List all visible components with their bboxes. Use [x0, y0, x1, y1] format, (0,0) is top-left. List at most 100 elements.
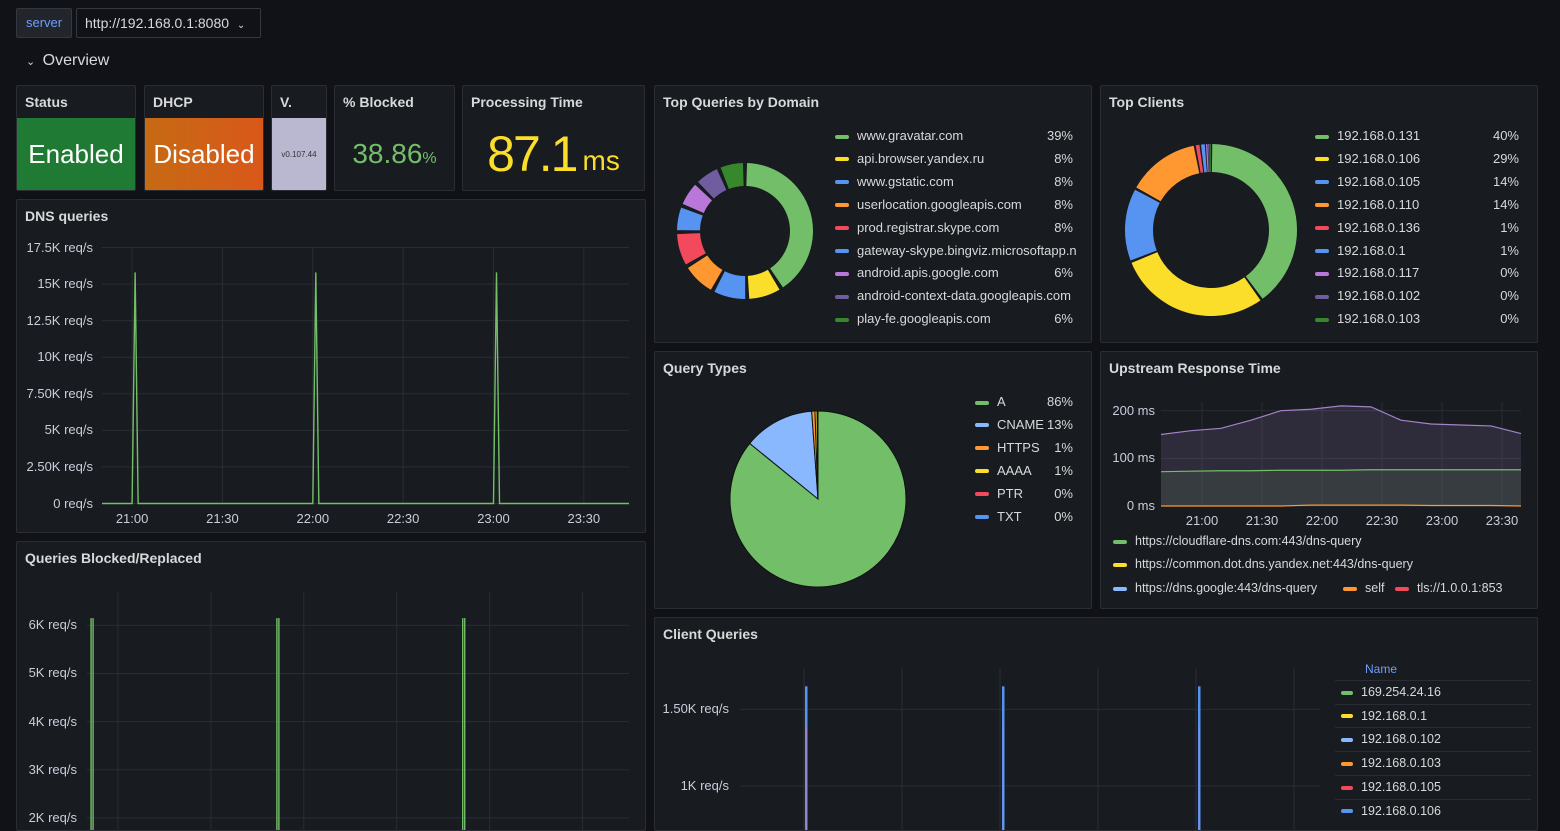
blocked-value: 38.86	[352, 138, 422, 170]
legend-table-row[interactable]: 192.168.0.105	[1335, 775, 1531, 798]
legend-item[interactable]: 192.168.0.102	[1315, 288, 1420, 303]
client-slice[interactable]	[1125, 190, 1160, 261]
blocked-unit: %	[422, 150, 436, 168]
legend-percent: 86%	[1047, 394, 1073, 409]
legend-item[interactable]: PTR	[975, 486, 1023, 501]
legend-item[interactable]: https://dns.google:443/dns-query	[1113, 581, 1317, 595]
legend-label: android-context-data.googleapis.com	[857, 288, 1071, 303]
legend-item[interactable]: self	[1343, 581, 1384, 595]
client-slice[interactable]	[1136, 146, 1199, 202]
legend-color-swatch	[1341, 691, 1353, 695]
panel-title: Top Queries by Domain	[663, 94, 819, 110]
legend-item[interactable]: 192.168.0.105	[1315, 174, 1420, 189]
dns-queries-chart[interactable]	[17, 200, 646, 533]
dhcp-panel: DHCP Disabled	[144, 85, 264, 191]
legend-item[interactable]: api.browser.yandex.ru	[835, 151, 984, 166]
legend-color-swatch	[1113, 540, 1127, 544]
legend-item[interactable]: 192.168.0.106	[1315, 151, 1420, 166]
status-value-box: Enabled	[17, 118, 135, 190]
domain-slice[interactable]	[746, 163, 813, 287]
legend-color-swatch	[1315, 318, 1329, 322]
legend-item[interactable]: https://common.dot.dns.yandex.net:443/dn…	[1113, 557, 1413, 571]
legend-color-swatch	[835, 226, 849, 230]
domain-slice[interactable]	[688, 255, 722, 289]
legend-item[interactable]: userlocation.googleapis.com	[835, 197, 1022, 212]
legend-percent: 8%	[1054, 151, 1073, 166]
legend-color-swatch	[1315, 226, 1329, 230]
legend-label: 192.168.0.103	[1337, 311, 1420, 326]
legend-item[interactable]: https://cloudflare-dns.com:443/dns-query	[1113, 534, 1362, 548]
legend-color-swatch	[975, 492, 989, 496]
legend-item[interactable]: 192.168.0.1	[1315, 243, 1406, 258]
legend-item[interactable]: A	[975, 394, 1006, 409]
y-tick-label: 15K req/s	[37, 276, 93, 291]
legend-item[interactable]: gateway-skype.bingviz.microsoftapp.n	[835, 243, 1077, 258]
legend-item[interactable]: AAAA	[975, 463, 1032, 478]
legend-color-swatch	[1343, 587, 1357, 591]
legend-item[interactable]: play-fe.googleapis.com	[835, 311, 991, 326]
version-panel: V. v0.107.44	[271, 85, 327, 191]
legend-percent: 40%	[1493, 128, 1519, 143]
server-variable-select[interactable]: http://192.168.0.1:8080 ⌄	[76, 8, 261, 38]
legend-item[interactable]: android.apis.google.com	[835, 265, 999, 280]
legend-label: 192.168.0.110	[1337, 197, 1419, 212]
x-tick-label: 21:30	[1242, 513, 1282, 528]
legend-item[interactable]: 192.168.0.136	[1315, 220, 1420, 235]
domain-slice[interactable]	[677, 208, 703, 231]
y-tick-label: 12.5K req/s	[27, 313, 94, 328]
legend-color-swatch	[975, 515, 989, 519]
panel-title: Status	[25, 94, 68, 110]
legend-color-swatch	[835, 295, 849, 299]
blocked-value-box: 38.86 %	[335, 118, 454, 190]
dhcp-value: Disabled	[153, 139, 254, 170]
legend-item[interactable]: 192.168.0.131	[1315, 128, 1420, 143]
legend-table-row[interactable]: 192.168.0.103	[1335, 751, 1531, 774]
legend-item[interactable]: 192.168.0.117	[1315, 265, 1419, 280]
chevron-down-icon: ⌄	[237, 20, 245, 31]
legend-item[interactable]: www.gstatic.com	[835, 174, 954, 189]
legend-item[interactable]: TXT	[975, 509, 1022, 524]
x-tick-label: 23:30	[564, 511, 604, 526]
legend-label: 192.168.0.106	[1337, 151, 1420, 166]
query-types-pie[interactable]	[723, 404, 913, 594]
client-slice[interactable]	[1210, 144, 1211, 172]
row-overview-toggle[interactable]: ⌄ Overview	[26, 52, 109, 70]
y-tick-label: 10K req/s	[37, 349, 93, 364]
legend-label: 192.168.0.1	[1337, 243, 1406, 258]
legend-label: PTR	[997, 486, 1023, 501]
queries-blocked-chart[interactable]	[17, 542, 646, 831]
legend-color-swatch	[835, 203, 849, 207]
top-clients-donut[interactable]	[1119, 138, 1303, 322]
y-tick-label: 7.50K req/s	[27, 386, 94, 401]
legend-item[interactable]: HTTPS	[975, 440, 1040, 455]
legend-percent: 0%	[1054, 486, 1073, 501]
dhcp-value-box: Disabled	[145, 118, 263, 190]
client-slice[interactable]	[1212, 144, 1297, 299]
legend-item[interactable]: prod.registrar.skype.com	[835, 220, 999, 235]
legend-item[interactable]: 192.168.0.110	[1315, 197, 1419, 212]
legend-percent: 8%	[1054, 197, 1073, 212]
legend-item[interactable]: tls://1.0.0.1:853	[1395, 581, 1502, 595]
y-tick-label: 100 ms	[1112, 450, 1155, 465]
legend-item[interactable]: android-context-data.googleapis.com	[835, 288, 1071, 303]
legend-table-row[interactable]: 192.168.0.106	[1335, 799, 1531, 822]
x-tick-label: 21:00	[1182, 513, 1222, 528]
panel-title: V.	[280, 94, 292, 110]
legend-color-swatch	[1341, 738, 1353, 742]
client-slice[interactable]	[1132, 252, 1261, 316]
legend-item[interactable]: CNAME	[975, 417, 1044, 432]
legend-item[interactable]: 192.168.0.103	[1315, 311, 1420, 326]
x-tick-label: 23:00	[1422, 513, 1462, 528]
legend-table-row[interactable]: 192.168.0.102	[1335, 727, 1531, 750]
legend-table-row[interactable]: 192.168.0.1	[1335, 704, 1531, 727]
legend-table-row[interactable]: 169.254.24.16	[1335, 680, 1531, 703]
top-domains-donut[interactable]	[675, 156, 815, 306]
panel-title: DHCP	[153, 94, 193, 110]
y-tick-label: 5K req/s	[29, 665, 77, 680]
legend-table-header[interactable]: Name	[1365, 662, 1397, 676]
legend-item[interactable]: www.gravatar.com	[835, 128, 963, 143]
